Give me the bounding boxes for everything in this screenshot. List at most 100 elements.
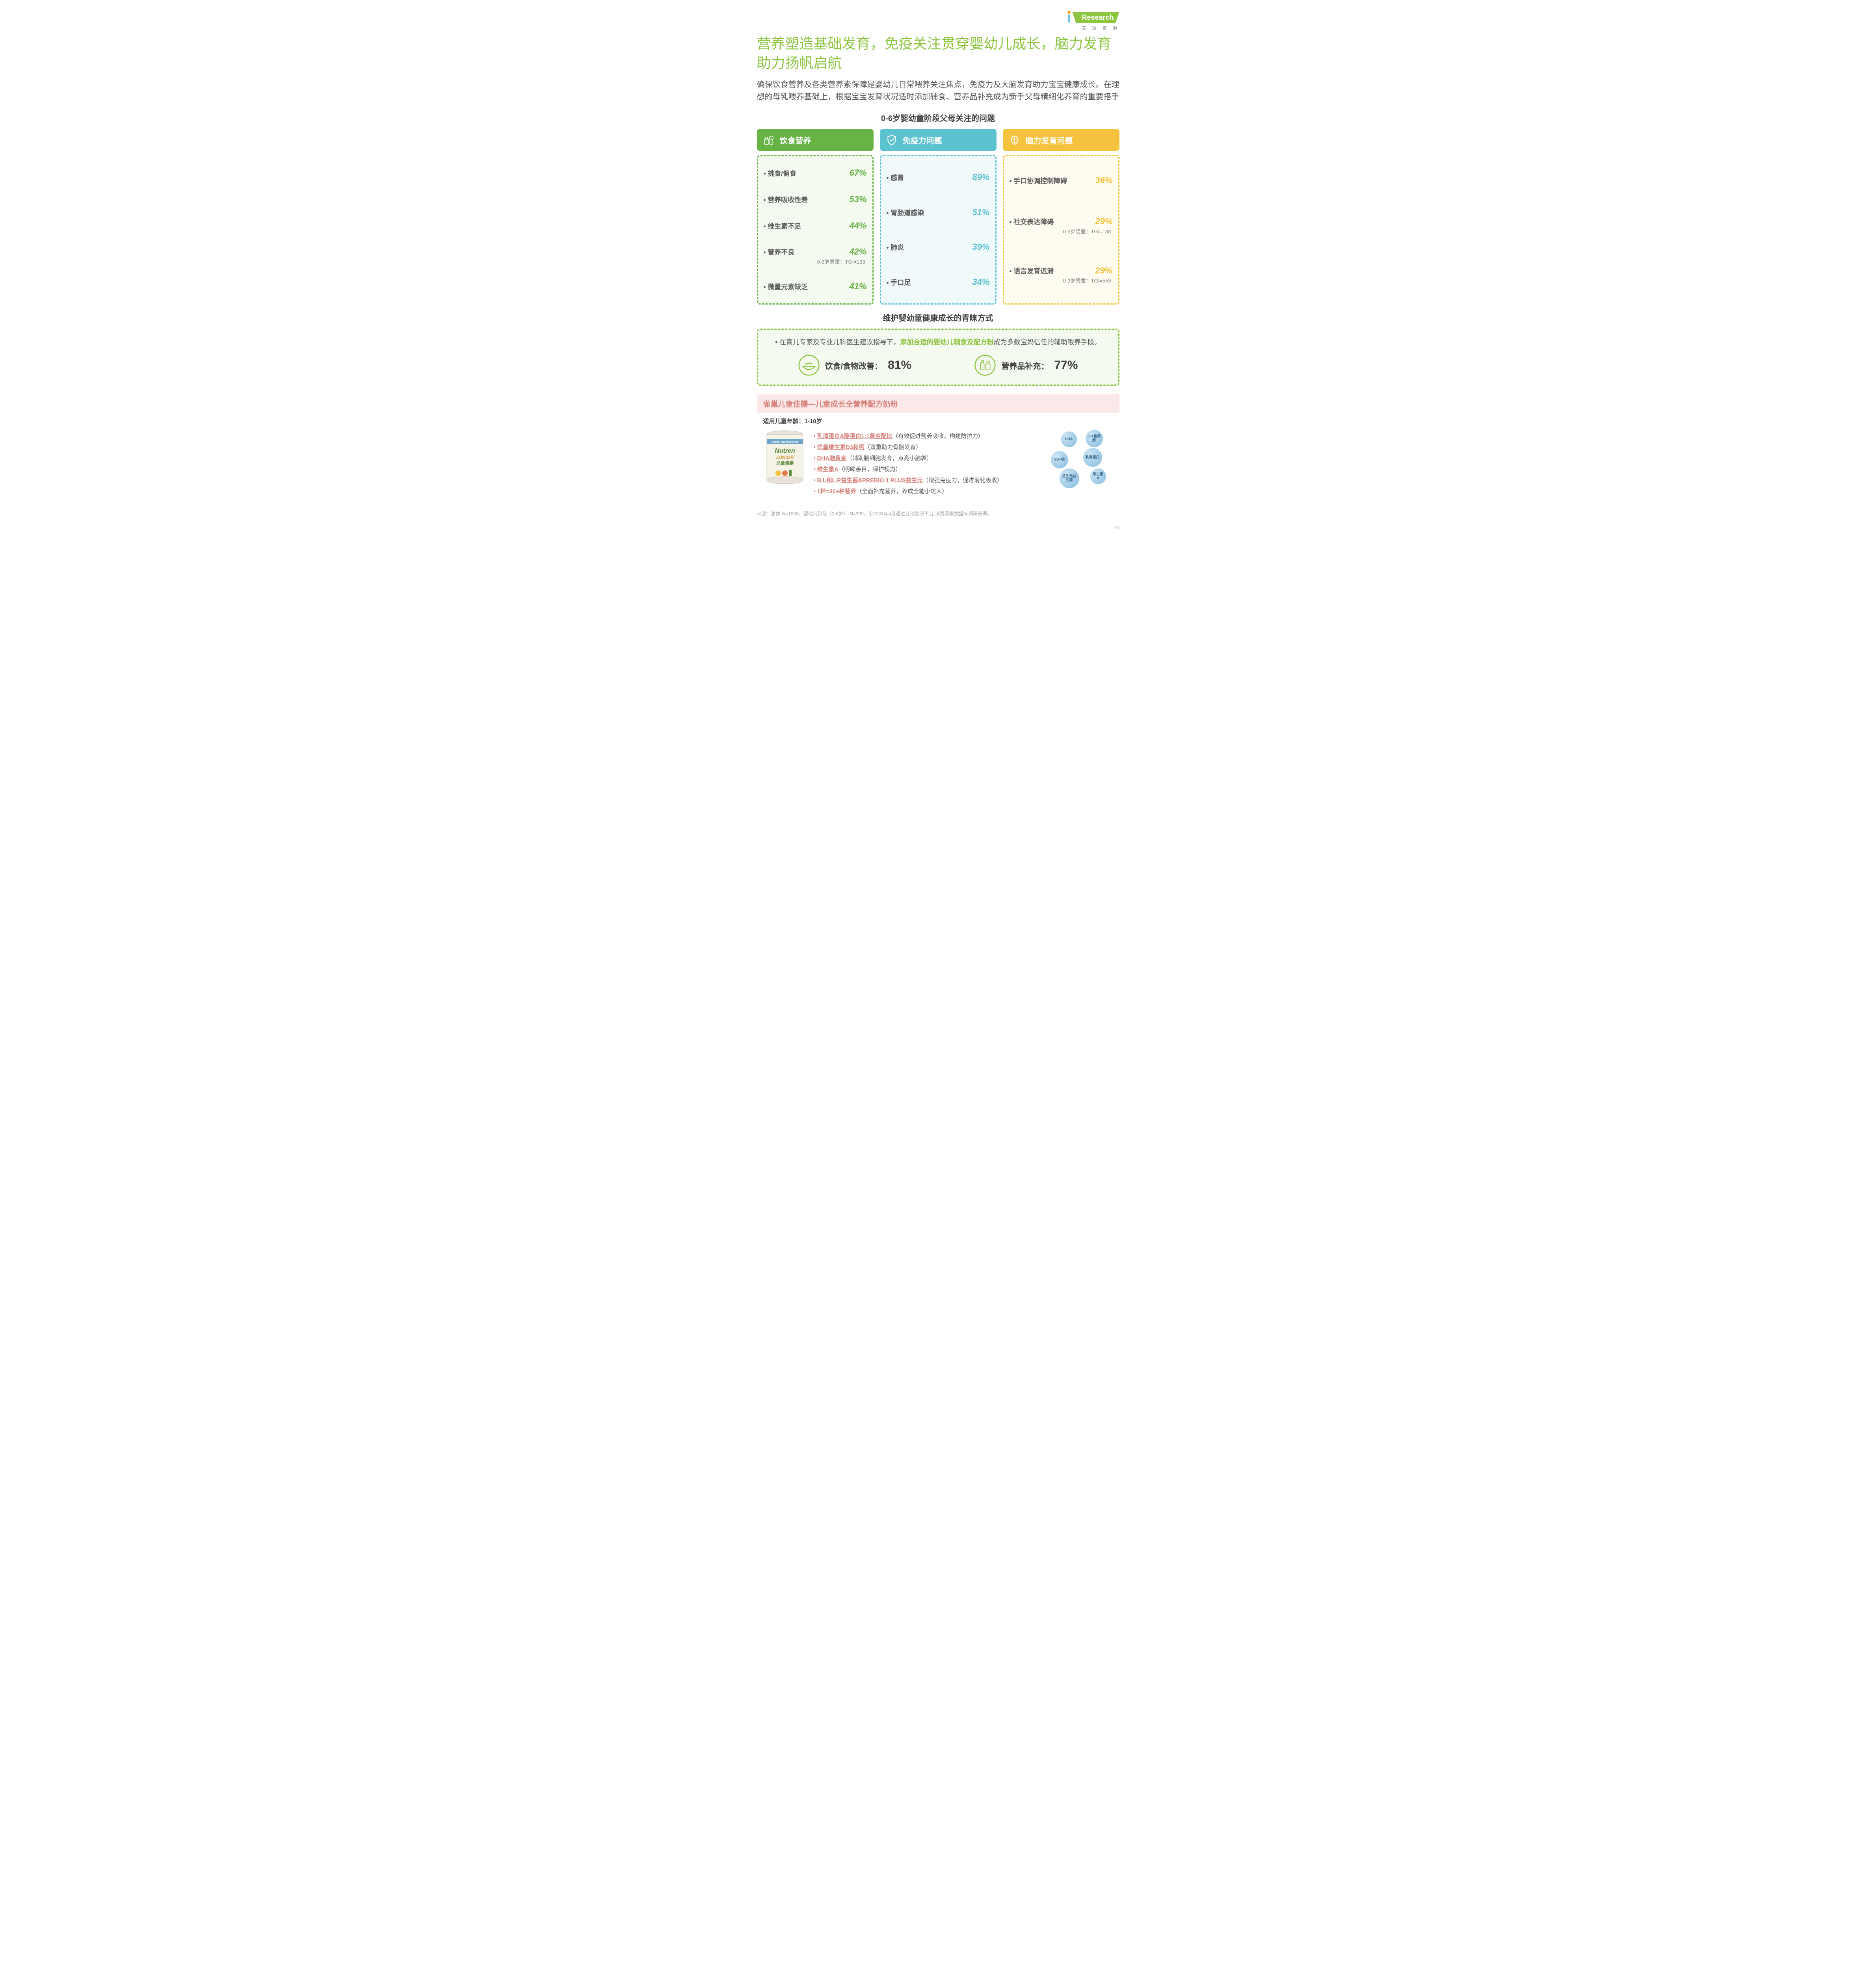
logo-subtitle: 艾 瑞 咨 询 bbox=[1072, 25, 1119, 31]
item-pct: 51% bbox=[972, 207, 989, 217]
column-body: 手口协调控制障碍36%社交表达障碍29%0-3岁男童：TGI=138语言发育迟滞… bbox=[1003, 155, 1119, 305]
section2-title: 维护婴幼童健康成长的青睐方式 bbox=[757, 312, 1119, 323]
item-note: 0-3岁男童：TGI=138 bbox=[1010, 227, 1113, 235]
concern-column: 免疫力问题感冒 89% 胃肠道感染 51% 肺炎 39% 手口足 34% bbox=[880, 129, 997, 305]
stat-food: 饮食/食物改善： 81% bbox=[798, 355, 912, 376]
item-label: 微量元素缺乏 bbox=[764, 281, 808, 291]
product-section: 雀巢儿童佳膳—儿童成长全营养配方奶粉 适用儿童年龄：1-10岁 NestléHe… bbox=[757, 394, 1119, 504]
advice-note: • 在育儿专家及专业儿科医生建议指导下，添加合适的婴幼儿辅食及配方粉成为多数宝妈… bbox=[767, 337, 1110, 348]
concern-item: 挑食/偏食67% bbox=[764, 165, 867, 180]
item-label: 胃肠道感染 bbox=[887, 207, 924, 217]
concern-column: 脑力发育问题手口协调控制障碍36%社交表达障碍29%0-3岁男童：TGI=138… bbox=[1003, 129, 1119, 305]
item-note: 0-3岁男童：TGI=559 bbox=[1010, 277, 1113, 284]
feature-highlight: 优量维生素D3和钙 bbox=[817, 444, 865, 451]
feature-rest: （全面补充营养，养成全能小达人） bbox=[856, 489, 948, 495]
concern-column: 饮食营养挑食/偏食67%营养吸收性差53%维生素不足44%营养不良42%0-3岁… bbox=[757, 129, 874, 305]
concern-item: 手口足 34% bbox=[887, 275, 990, 290]
concern-item: 语言发育迟滞 29% bbox=[1010, 263, 1113, 278]
bubble-va: 维生素A bbox=[1090, 468, 1106, 484]
svg-text:JUNIOR: JUNIOR bbox=[776, 455, 794, 460]
preferred-methods-box: • 在育儿专家及专业儿科医生建议指导下，添加合适的婴幼儿辅食及配方粉成为多数宝妈… bbox=[757, 329, 1119, 386]
svg-text:Nutren: Nutren bbox=[775, 448, 795, 454]
stat-food-label: 饮食/食物改善： bbox=[825, 360, 883, 371]
food-bowl-icon bbox=[798, 355, 820, 376]
product-feature: 1杯=30+种营养（全面补充营养，养成全能小达人） bbox=[814, 487, 1035, 495]
concern-item: 肺炎 39% bbox=[887, 240, 990, 255]
feature-highlight: 维生素A bbox=[817, 466, 839, 473]
logo: Research 艾 瑞 咨 询 bbox=[1072, 12, 1119, 31]
feature-highlight: 1杯=30+种营养 bbox=[817, 489, 856, 495]
nutrient-bubbles: DHA 30+营养素 VD+钙 乳清蛋白 维生素A 益生元益生菌 bbox=[1042, 429, 1113, 488]
page-title: 营养塑造基础发育，免疫关注贯穿婴幼儿成长，脑力发育助力扬帆启航 bbox=[757, 34, 1119, 72]
column-header-label: 免疫力问题 bbox=[903, 134, 942, 146]
concern-columns: 饮食营养挑食/偏食67%营养吸收性差53%维生素不足44%营养不良42%0-3岁… bbox=[757, 129, 1119, 305]
product-feature: 乳清蛋白&酪蛋白1:1黄金配比（有效促进营养吸收，构建防护力） bbox=[814, 432, 1035, 440]
item-pct: 29% bbox=[1095, 266, 1112, 276]
item-pct: 53% bbox=[849, 194, 866, 204]
item-label: 肺炎 bbox=[887, 242, 904, 252]
bubble-30plus: 30+营养素 bbox=[1086, 430, 1103, 447]
bubble-probiotic: 益生元益生菌 bbox=[1060, 468, 1079, 488]
stat-supplement-label: 营养品补充： bbox=[1001, 360, 1049, 371]
advice-highlight: 添加合适的婴幼儿辅食及配方粉 bbox=[900, 338, 994, 346]
section1-title: 0-6岁婴幼童阶段父母关注的问题 bbox=[757, 112, 1119, 123]
product-title: 雀巢儿童佳膳—儿童成长全营养配方奶粉 bbox=[757, 394, 1119, 413]
concern-item: 社交表达障碍29% bbox=[1010, 214, 1113, 229]
item-note: 0-3岁男童：TGI=133 bbox=[764, 258, 867, 265]
feature-rest: （辅助脑细胞发育，点亮小脑袋） bbox=[847, 455, 933, 462]
concern-item: 维生素不足44% bbox=[764, 218, 867, 233]
column-body: 挑食/偏食67%营养吸收性差53%维生素不足44%营养不良42%0-3岁男童：T… bbox=[757, 155, 874, 305]
advice-post: 成为多数宝妈信任的辅助喂养手段。 bbox=[994, 338, 1101, 346]
stat-supplement: 营养品补充： 77% bbox=[974, 355, 1078, 376]
column-header-label: 脑力发育问题 bbox=[1026, 134, 1073, 146]
svg-text:兒童佳膳: 兒童佳膳 bbox=[776, 460, 794, 466]
feature-highlight: DHA脑黄金 bbox=[817, 455, 847, 462]
item-pct: 89% bbox=[972, 172, 989, 182]
concern-item: 微量元素缺乏 41% bbox=[764, 279, 867, 294]
bubble-protein: 乳清蛋白 bbox=[1083, 448, 1102, 467]
item-pct: 34% bbox=[972, 277, 989, 287]
bubble-dha: DHA bbox=[1061, 431, 1077, 447]
concern-item: 感冒 89% bbox=[887, 170, 990, 185]
product-features: 乳清蛋白&酪蛋白1:1黄金配比（有效促进营养吸收，构建防护力） 优量维生素D3和钙… bbox=[814, 429, 1035, 498]
feature-highlight: 乳清蛋白&酪蛋白1:1黄金配比 bbox=[817, 433, 892, 440]
column-header: 脑力发育问题 bbox=[1003, 129, 1119, 151]
feature-highlight: B.L和L.P益生菌&PREBIO 1 PLUS益生元 bbox=[817, 478, 923, 484]
item-label: 营养吸收性差 bbox=[764, 194, 808, 204]
stat-supplement-pct: 77% bbox=[1054, 359, 1078, 372]
product-feature: DHA脑黄金（辅助脑细胞发育，点亮小脑袋） bbox=[814, 454, 1035, 462]
product-can-icon: NestléHealthScience Nutren JUNIOR 兒童佳膳 bbox=[763, 429, 807, 484]
feature-rest: （增强免疫力，促进消化吸收） bbox=[923, 478, 1003, 484]
product-feature: 优量维生素D3和钙（双重助力骨骼发育） bbox=[814, 443, 1035, 451]
logo-i-icon bbox=[1067, 11, 1071, 22]
logo-row: Research 艾 瑞 咨 询 bbox=[757, 12, 1119, 31]
lead-paragraph: 确保饮食营养及各类营养素保障是婴幼儿日常喂养关注焦点，免疫力及大脑发育助力宝宝健… bbox=[757, 79, 1119, 103]
feature-rest: （有效促进营养吸收，构建防护力） bbox=[892, 433, 984, 440]
column-header-label: 饮食营养 bbox=[780, 134, 811, 146]
logo-text: Research bbox=[1072, 12, 1119, 23]
concern-item: 营养吸收性差 53% bbox=[764, 192, 867, 207]
feature-rest: （明眸善目，保护视力） bbox=[839, 466, 902, 473]
item-pct: 29% bbox=[1095, 216, 1112, 227]
item-label: 感冒 bbox=[887, 172, 904, 182]
column-header: 免疫力问题 bbox=[880, 129, 997, 151]
stats-row: 饮食/食物改善： 81% 营养品补充： 77% bbox=[767, 355, 1110, 376]
item-pct: 41% bbox=[849, 281, 866, 292]
item-label: 手口足 bbox=[887, 277, 911, 287]
item-pct: 67% bbox=[849, 168, 866, 178]
svg-text:NestléHealthScience: NestléHealthScience bbox=[771, 441, 798, 444]
item-label: 维生素不足 bbox=[764, 221, 801, 230]
source-note: 来源：总体-N=1500，婴幼儿阶段（0-6岁）-N=399，于2024年4月通… bbox=[757, 507, 1119, 517]
item-pct: 36% bbox=[1095, 175, 1112, 186]
item-label: 语言发育迟滞 bbox=[1010, 266, 1054, 275]
column-body: 感冒 89% 胃肠道感染 51% 肺炎 39% 手口足 34% bbox=[880, 155, 997, 305]
feature-rest: （双重助力骨骼发育） bbox=[865, 444, 922, 451]
stat-food-pct: 81% bbox=[888, 359, 911, 372]
product-age: 适用儿童年龄：1-10岁 bbox=[757, 413, 1119, 427]
item-pct: 39% bbox=[972, 242, 989, 252]
column-header: 饮食营养 bbox=[757, 129, 874, 151]
product-feature: 维生素A（明眸善目，保护视力） bbox=[814, 465, 1035, 473]
supplement-bottles-icon bbox=[974, 355, 996, 376]
advice-pre: • 在育儿专家及专业儿科医生建议指导下， bbox=[775, 338, 900, 346]
concern-item: 胃肠道感染 51% bbox=[887, 205, 990, 220]
